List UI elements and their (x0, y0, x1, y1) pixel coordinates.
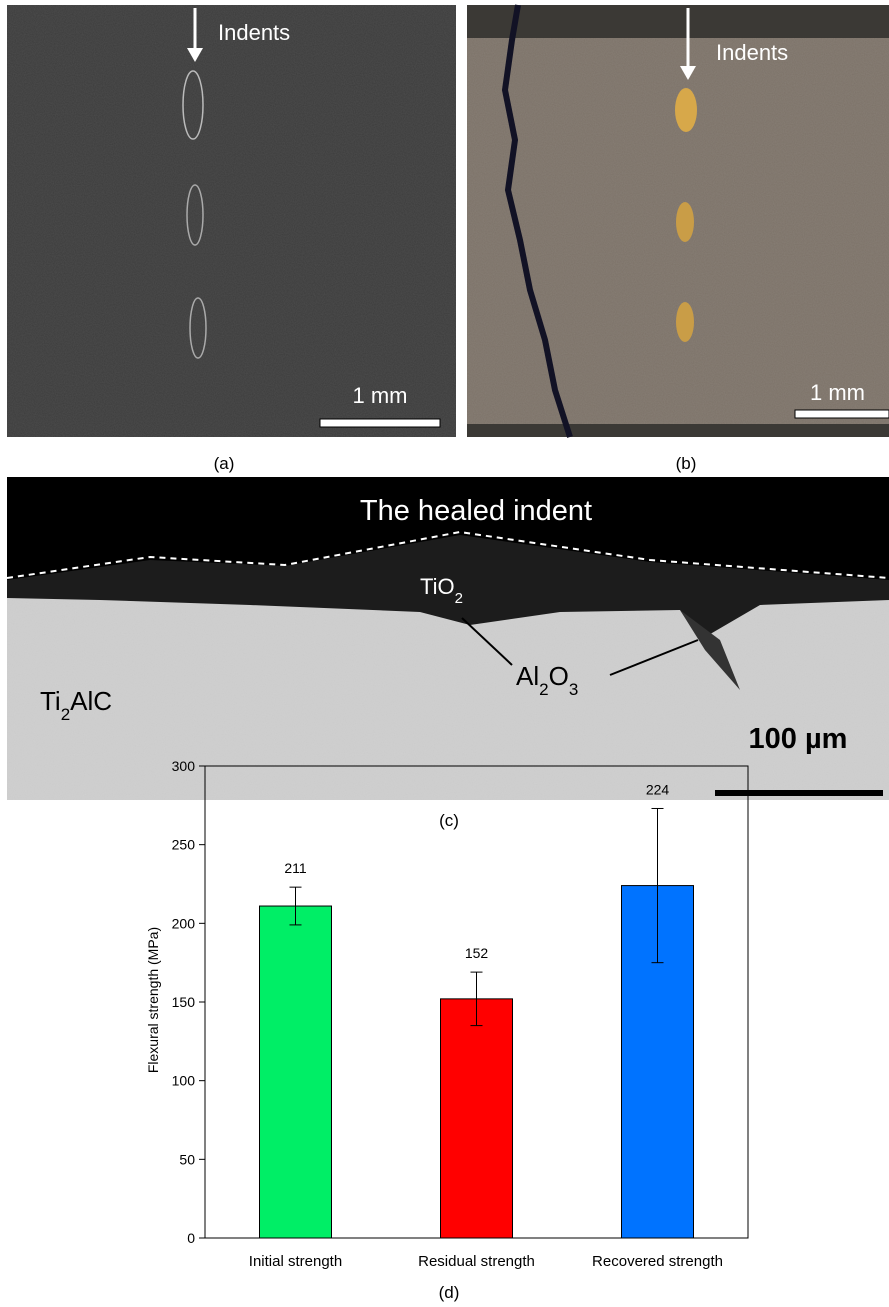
y-tick-label: 250 (172, 837, 196, 853)
value-label: 224 (646, 781, 670, 797)
panel-label: (d) (439, 1283, 460, 1302)
phase-text: Al (516, 661, 539, 691)
scale-bar (320, 419, 440, 427)
phase-subscript: 2 (61, 705, 70, 724)
phase-subscript: 3 (569, 680, 578, 699)
scale-label: 1 mm (810, 380, 865, 405)
edge (467, 424, 889, 437)
value-label: 211 (284, 860, 307, 876)
indent (675, 88, 697, 132)
x-tick-label: Residual strength (418, 1253, 535, 1270)
y-tick-label: 0 (187, 1230, 195, 1246)
panel-c: The healed indent TiO2 Al2O3 Ti2AlC 100 … (7, 477, 889, 830)
bar (260, 906, 332, 1238)
edge (467, 5, 889, 38)
panel-label: (a) (214, 454, 235, 473)
y-tick-label: 150 (172, 994, 196, 1010)
scale-label: 100 µm (749, 723, 848, 755)
phase-text: AlC (70, 686, 112, 716)
panel-label: (b) (676, 454, 697, 473)
y-tick-label: 50 (179, 1151, 195, 1167)
phase-text: Ti (40, 686, 61, 716)
indent (676, 302, 694, 342)
x-tick-label: Recovered strength (592, 1253, 723, 1270)
phase-subscript: 2 (539, 680, 548, 699)
scale-label: 1 mm (353, 383, 408, 408)
y-tick-label: 200 (172, 915, 196, 931)
bar-chart: (d) Flexural strength (MPa) 0 50 100 150 200… (145, 758, 748, 1302)
annotation: Indents (218, 20, 290, 45)
panel-b: Indents 1 mm (b) (467, 5, 889, 473)
scale-bar (795, 410, 889, 418)
phase-text: TiO (420, 574, 455, 599)
bar (441, 999, 513, 1238)
panel-title: The healed indent (360, 495, 592, 527)
value-label: 152 (465, 945, 489, 961)
phase-text: O (549, 661, 569, 691)
phase-subscript: 2 (455, 590, 463, 607)
x-tick-label: Initial strength (249, 1253, 342, 1270)
y-axis-label: Flexural strength (MPa) (145, 927, 161, 1073)
scale-bar (715, 790, 883, 796)
page: { "panels": [ {"label": "(a)", "annotati… (0, 0, 889, 1307)
texture (7, 5, 456, 437)
y-tick-label: 100 (172, 1073, 196, 1089)
figure: Indents 1 mm (a) Indents 1 mm (b) The he… (0, 0, 889, 1307)
y-tick-label: 300 (172, 758, 196, 774)
panel-label: (c) (439, 811, 459, 830)
panel-a: Indents 1 mm (a) (7, 5, 456, 473)
indent (676, 202, 694, 242)
annotation: Indents (716, 40, 788, 65)
